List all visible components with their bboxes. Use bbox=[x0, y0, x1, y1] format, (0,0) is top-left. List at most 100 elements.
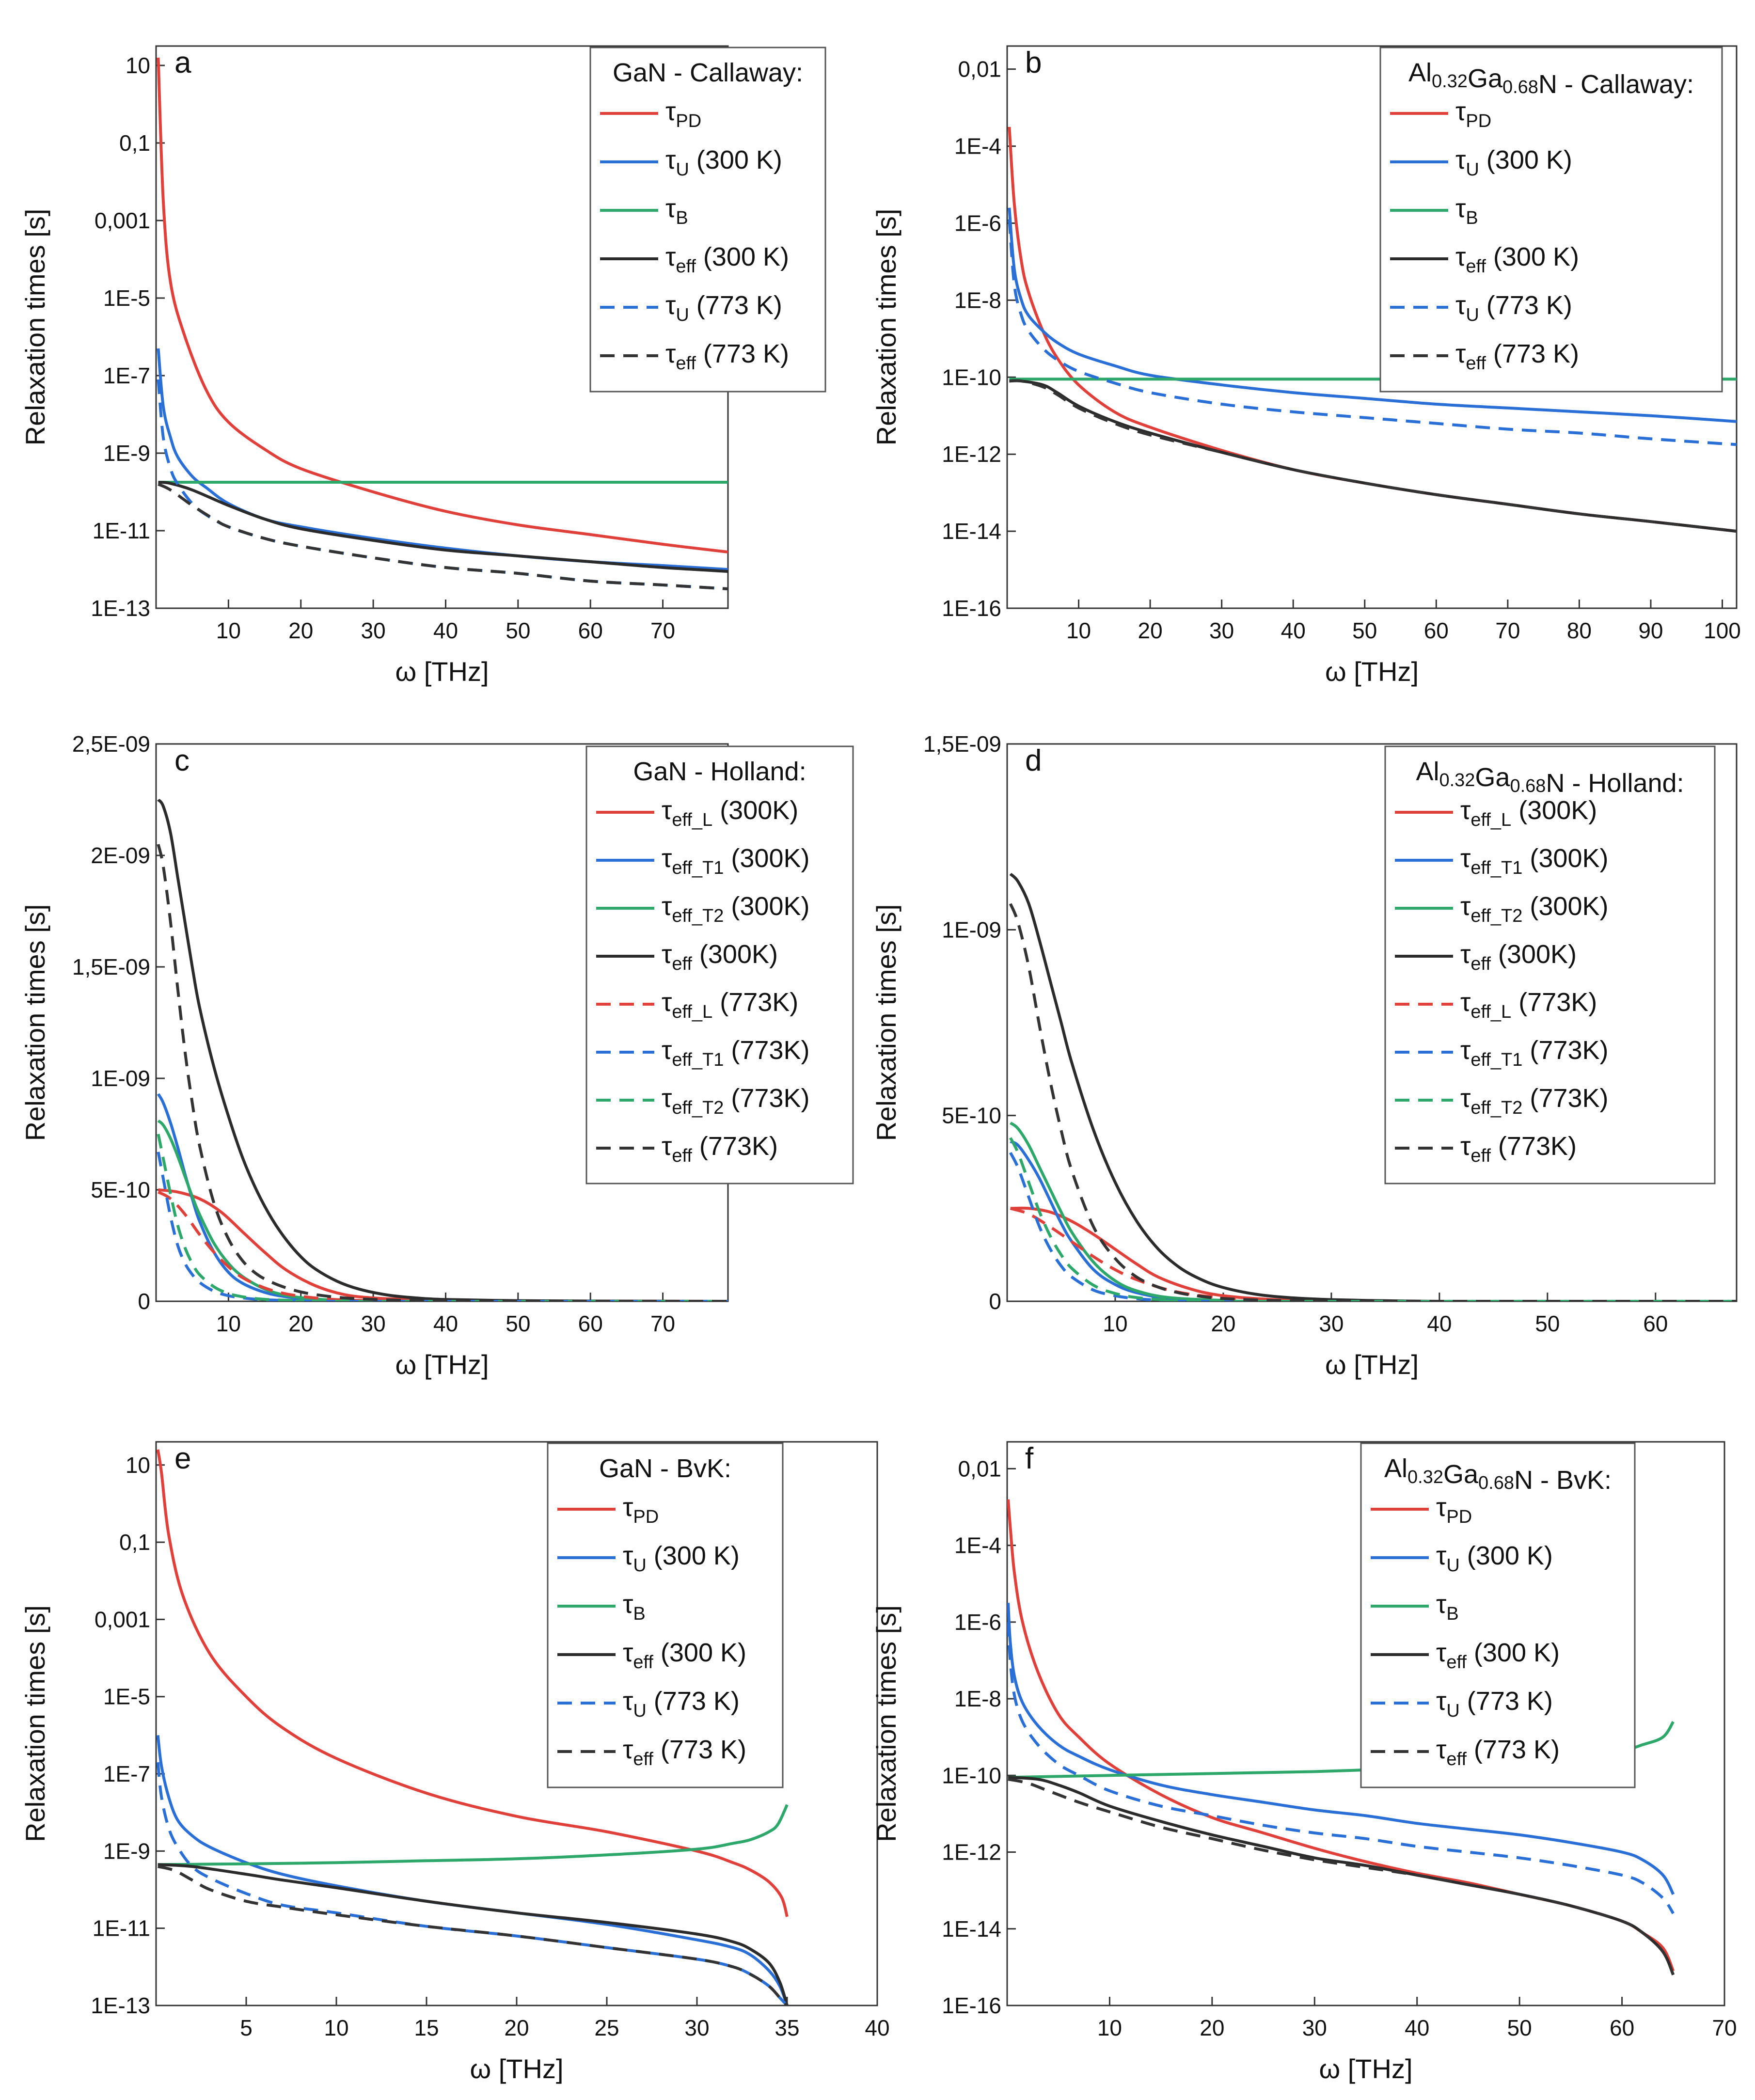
x-tick-label: 60 bbox=[578, 618, 603, 643]
panel-letter: d bbox=[1025, 744, 1042, 777]
series-line bbox=[157, 844, 728, 1301]
y-tick-label: 1E-09 bbox=[942, 917, 1001, 942]
legend-label: τeff (773K) bbox=[662, 1132, 778, 1166]
y-tick-label: 1E-13 bbox=[91, 596, 150, 621]
x-tick-label: 70 bbox=[1495, 618, 1520, 643]
legend-title: GaN - Callaway: bbox=[613, 58, 803, 87]
y-axis-title: Relaxation times [s] bbox=[871, 1605, 901, 1842]
legend-title: GaN - Holland: bbox=[633, 757, 806, 786]
y-tick-label: 1E-9 bbox=[103, 1838, 150, 1863]
y-tick-label: 0,001 bbox=[95, 1607, 150, 1632]
series-line bbox=[158, 1190, 728, 1301]
x-tick-label: 5 bbox=[240, 2015, 253, 2040]
y-tick-label: 5E-10 bbox=[91, 1177, 150, 1202]
legend-label: τU (773 K) bbox=[623, 1687, 740, 1721]
series-line bbox=[156, 1762, 789, 2005]
legend-label: τU (300 K) bbox=[665, 145, 782, 180]
panel-c: 10 20 30 40 50 60 70 0 5E-10 1E-09 1,5E-09 2E-09 2,5… bbox=[20, 731, 854, 1380]
x-axis-title: ω [THz] bbox=[1325, 656, 1419, 687]
x-tick-label: 10 bbox=[216, 618, 241, 643]
x-axis-title: ω [THz] bbox=[470, 2053, 563, 2084]
y-tick-label: 1,5E-09 bbox=[923, 731, 1001, 757]
series-group bbox=[1007, 1499, 1675, 1975]
series-line bbox=[158, 1804, 789, 1866]
legend-box bbox=[585, 745, 854, 1184]
series-line bbox=[157, 1152, 728, 1301]
y-tick-label: 1E-16 bbox=[942, 1993, 1001, 2018]
panel-b: 10 20 30 40 50 60 70 80 90 100 0,01 1E-4 1E-6 1E-8 1E-… bbox=[871, 45, 1741, 687]
y-tick-label: 1E-11 bbox=[93, 518, 150, 543]
legend-label: τPD bbox=[665, 97, 701, 131]
y-axis-title: Relaxation times [s] bbox=[20, 1605, 50, 1842]
panel-d: 10 20 30 40 50 60 0 5E-10 1E-09 1,5E-09 ω [THz] Rel… bbox=[871, 731, 1738, 1380]
legend-label: τeff (773 K) bbox=[1455, 339, 1579, 374]
x-tick-label: 40 bbox=[1281, 618, 1306, 643]
y-tick-label: 1E-5 bbox=[103, 285, 150, 311]
y-tick-label: 1E-4 bbox=[954, 1533, 1001, 1558]
x-tick-label: 30 bbox=[1302, 2015, 1327, 2040]
y-tick-label: 1E-8 bbox=[954, 1686, 1001, 1711]
panel-letter: c bbox=[174, 744, 190, 777]
series-group bbox=[1009, 873, 1737, 1301]
panel-letter: f bbox=[1025, 1442, 1034, 1475]
x-tick-label: 25 bbox=[594, 2015, 619, 2040]
series-line bbox=[1009, 903, 1737, 1301]
x-tick-label: 10 bbox=[216, 1311, 241, 1336]
x-tick-label: 35 bbox=[775, 2015, 799, 2040]
series-line bbox=[157, 1134, 728, 1301]
y-tick-label: 5E-10 bbox=[942, 1103, 1001, 1128]
x-tick-label: 40 bbox=[433, 1311, 458, 1336]
legend-label: τeff_T1 (773K) bbox=[1460, 1036, 1608, 1070]
legend-label: τeff (300 K) bbox=[623, 1638, 746, 1673]
y-tick-label: 1E-7 bbox=[103, 363, 150, 388]
series-line bbox=[1008, 1778, 1675, 1975]
x-tick-label: 10 bbox=[324, 2015, 348, 2040]
x-tick-label: 15 bbox=[414, 2015, 439, 2040]
series-group bbox=[156, 1449, 789, 2005]
legend-label: τeff (300K) bbox=[1460, 940, 1577, 974]
y-tick-label: 1,5E-09 bbox=[72, 954, 150, 979]
legend-label: τPD bbox=[1436, 1493, 1472, 1527]
legend-label: τeff_T2 (773K) bbox=[662, 1084, 809, 1118]
legend-label: τeff (300K) bbox=[662, 940, 778, 974]
x-tick-label: 40 bbox=[1427, 1311, 1452, 1336]
series-line bbox=[1009, 1137, 1737, 1301]
series-group bbox=[157, 798, 728, 1301]
x-tick-label: 40 bbox=[865, 2015, 889, 2040]
y-tick-label: 1E-14 bbox=[942, 519, 1001, 544]
series-line bbox=[1010, 1207, 1737, 1301]
legend-label: τeff_T2 (300K) bbox=[662, 892, 809, 926]
series-line bbox=[1009, 1121, 1737, 1301]
legend-label: τeff_T1 (773K) bbox=[662, 1036, 809, 1070]
x-tick-label: 10 bbox=[1103, 1311, 1127, 1336]
series-line bbox=[157, 57, 728, 553]
legend-label: τB bbox=[623, 1590, 646, 1624]
series-line bbox=[1010, 1140, 1737, 1301]
series-line bbox=[156, 1449, 789, 1917]
x-tick-label: 30 bbox=[361, 1311, 386, 1336]
legend-label: τU (300 K) bbox=[623, 1541, 740, 1576]
legend-label: τB bbox=[665, 194, 688, 228]
legend-label: τeff_T1 (300K) bbox=[1460, 844, 1608, 878]
x-axis-title: ω [THz] bbox=[1319, 2053, 1412, 2084]
legend-box bbox=[1360, 1442, 1636, 1788]
x-tick-label: 80 bbox=[1567, 618, 1592, 643]
x-tick-label: 90 bbox=[1638, 618, 1663, 643]
y-tick-label: 1E-8 bbox=[954, 287, 1001, 313]
legend-box bbox=[547, 1442, 784, 1788]
y-tick-label: 2E-09 bbox=[91, 843, 150, 868]
y-tick-label: 1E-13 bbox=[91, 1993, 150, 2018]
y-tick-label: 0,01 bbox=[958, 1456, 1001, 1481]
x-tick-label: 50 bbox=[1352, 618, 1377, 643]
x-tick-label: 50 bbox=[1507, 2015, 1532, 2040]
x-tick-label: 60 bbox=[578, 1311, 603, 1336]
x-tick-label: 10 bbox=[1097, 2015, 1122, 2040]
series-line bbox=[1009, 379, 1737, 533]
legend-label: τeff_T2 (773K) bbox=[1460, 1084, 1608, 1118]
plot-frame bbox=[1006, 1441, 1725, 2006]
panel-letter: e bbox=[174, 1442, 191, 1475]
y-tick-label: 1E-4 bbox=[954, 134, 1001, 159]
legend-label: τeff_L (300K) bbox=[1460, 796, 1597, 830]
legend-label: τeff (773 K) bbox=[1436, 1735, 1560, 1769]
